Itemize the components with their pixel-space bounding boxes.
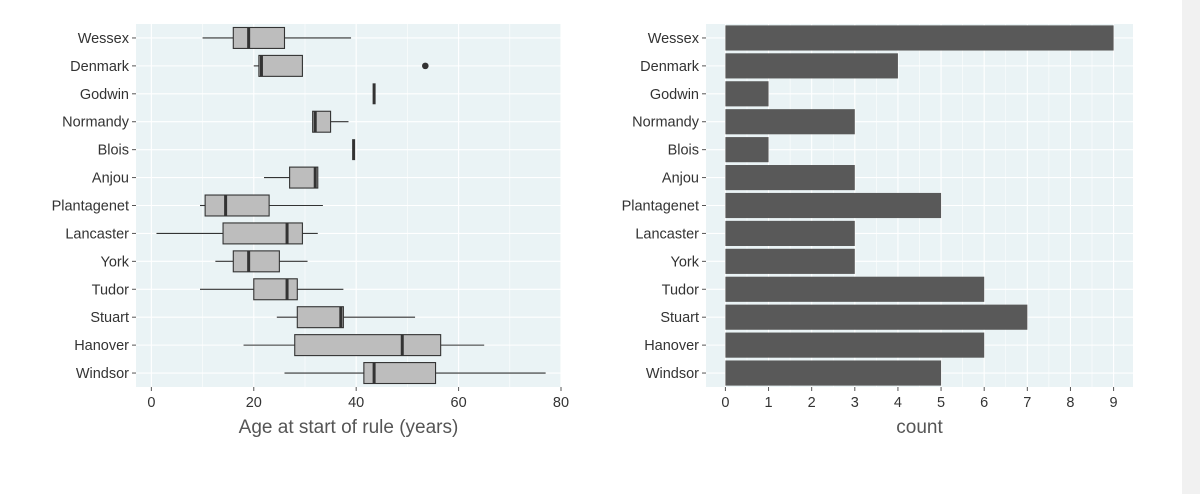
- y-tick-label: Lancaster: [65, 226, 129, 242]
- box-iqr: [294, 334, 442, 357]
- y-tick-label: Wessex: [648, 31, 700, 47]
- box-iqr: [312, 110, 332, 133]
- x-tick-label: 80: [553, 395, 569, 411]
- y-tick-label: Tudor: [662, 282, 700, 298]
- boxplot-chart: Wessex Denmark Godwin Normandy Blois Anjou Pla…: [52, 24, 569, 438]
- bar-plantagenet: [725, 192, 942, 219]
- y-tick-label: Blois: [668, 143, 699, 159]
- x-axis-title: Age at start of rule (years): [239, 417, 459, 438]
- y-tick-label: York: [101, 254, 130, 270]
- x-tick-label: 20: [246, 395, 262, 411]
- x-tick-label: 40: [348, 395, 364, 411]
- box-iqr: [222, 222, 303, 245]
- bar-tudor: [725, 276, 985, 302]
- y-tick-label: Godwin: [650, 87, 699, 103]
- y-tick-label: Anjou: [662, 171, 699, 187]
- bar-wessex: [725, 25, 1114, 51]
- box-tudor: [200, 278, 344, 301]
- y-tick-label: Normandy: [632, 115, 700, 131]
- x-tick-label: 1: [765, 395, 773, 411]
- bar-windsor: [725, 360, 942, 386]
- x-tick-label: 60: [451, 395, 467, 411]
- bar-anjou: [725, 165, 855, 191]
- box-iqr: [204, 194, 270, 217]
- box-wessex: [202, 26, 352, 49]
- outlier-point: [422, 62, 429, 70]
- y-tick-label: Godwin: [80, 87, 129, 103]
- box-lancaster: [156, 222, 318, 245]
- x-tick-label: 5: [937, 395, 945, 411]
- bar-stuart: [725, 304, 1028, 330]
- box-normandy: [312, 110, 349, 133]
- box-anjou: [264, 166, 319, 189]
- x-axis-title: count: [896, 417, 943, 438]
- y-tick-label: Stuart: [660, 310, 699, 326]
- box-iqr: [296, 306, 344, 329]
- x-tick-label: 0: [721, 395, 729, 411]
- x-tick-label: 9: [1110, 395, 1118, 411]
- y-tick-label: Blois: [98, 143, 129, 159]
- bar-york: [725, 248, 855, 274]
- y-tick-label: Lancaster: [635, 226, 699, 242]
- bar-lancaster: [725, 220, 855, 246]
- bar-normandy: [725, 109, 855, 135]
- box-york: [215, 250, 308, 273]
- box-iqr: [363, 362, 437, 385]
- box-iqr: [258, 54, 303, 77]
- box-iqr: [232, 250, 280, 273]
- y-tick-label: Hanover: [74, 338, 129, 354]
- box-plantagenet: [200, 194, 323, 217]
- y-tick-label: Denmark: [70, 59, 130, 75]
- y-tick-label: Plantagenet: [622, 199, 699, 215]
- x-tick-label: 7: [1023, 395, 1031, 411]
- bar-hanover: [725, 332, 985, 358]
- box-denmark: [253, 54, 429, 77]
- box-hanover: [243, 334, 485, 357]
- box-stuart: [276, 306, 416, 329]
- page-scrollbar[interactable]: [1182, 0, 1200, 494]
- bar-chart: Wessex Denmark Godwin Normandy Blois Anjou Pla…: [622, 24, 1133, 438]
- bar-denmark: [725, 53, 898, 79]
- x-tick-label: 4: [894, 395, 902, 411]
- y-tick-label: Tudor: [92, 282, 130, 298]
- box-iqr: [289, 166, 319, 189]
- y-tick-label: Anjou: [92, 171, 129, 187]
- x-tick-label: 8: [1066, 395, 1074, 411]
- y-tick-label: Hanover: [644, 338, 699, 354]
- y-tick-label: Denmark: [640, 59, 700, 75]
- y-tick-label: Plantagenet: [52, 199, 129, 215]
- x-tick-label: 6: [980, 395, 988, 411]
- bar-blois: [725, 137, 769, 163]
- x-tick-label: 3: [851, 395, 859, 411]
- box-iqr: [232, 26, 286, 49]
- box-iqr: [253, 278, 298, 301]
- y-tick-label: York: [671, 254, 700, 270]
- y-tick-label: Normandy: [62, 115, 130, 131]
- bar-godwin: [725, 81, 769, 107]
- x-tick-label: 2: [808, 395, 816, 411]
- box-windsor: [284, 362, 546, 385]
- x-tick-label: 0: [147, 395, 155, 411]
- y-tick-label: Windsor: [646, 366, 699, 382]
- y-tick-label: Stuart: [90, 310, 129, 326]
- y-tick-label: Wessex: [78, 31, 130, 47]
- y-tick-label: Windsor: [76, 366, 129, 382]
